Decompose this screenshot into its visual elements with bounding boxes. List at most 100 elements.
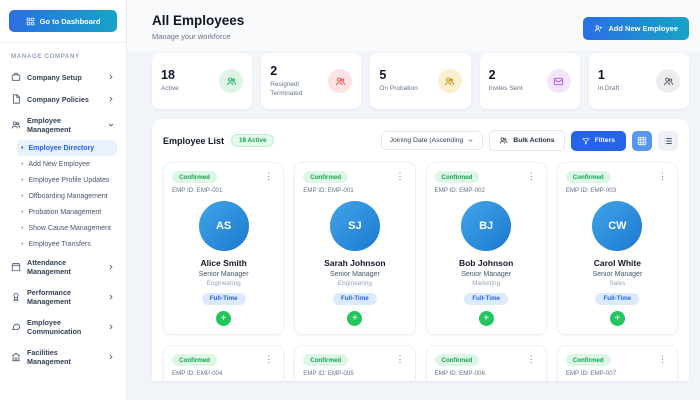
sidebar-subitem-label: Show Cause Management	[28, 224, 111, 232]
status-badge: Confirmed	[434, 354, 480, 366]
filters-button[interactable]: Filters	[570, 130, 626, 151]
stat-card-probation: 5 On Probation	[370, 53, 471, 109]
employee-id: EMP ID: EMP-007	[565, 370, 617, 377]
employee-department: Engineering	[206, 279, 241, 287]
bullet-icon: •	[21, 240, 24, 248]
grid-view-icon	[637, 136, 647, 145]
bullet-icon: •	[21, 160, 24, 168]
kebab-menu-icon[interactable]: ⋮	[658, 171, 667, 181]
sidebar-item-attendance-management[interactable]: Attendance Management	[9, 252, 117, 282]
employment-type-badge: Full-Time	[595, 292, 640, 305]
status-badge: Confirmed	[565, 354, 611, 366]
sidebar-item-offboarding-management[interactable]: • Offboarding Management	[17, 188, 117, 204]
bulk-actions-label: Bulk Actions	[513, 137, 555, 144]
people-icon	[437, 69, 462, 93]
employee-card: Confirmed ⋮ EMP ID: EMP-003 CW Carol Whi…	[556, 162, 678, 335]
employee-id: EMP ID: EMP-001	[172, 187, 223, 194]
sidebar-item-facilities-management[interactable]: Facilities Management	[9, 342, 117, 372]
sort-dropdown[interactable]: Joining Date (Ascending	[380, 131, 484, 150]
avatar: AS	[198, 201, 249, 251]
sidebar-section-label: MANAGE COMPANY	[11, 53, 80, 60]
people-icon	[656, 69, 681, 93]
page-title: All Employees	[152, 13, 245, 28]
active-count-badge: 18 Active	[231, 134, 275, 147]
kebab-menu-icon[interactable]: ⋮	[526, 171, 536, 181]
employee-cards-grid: Confirmed ⋮ EMP ID: EMP-001 AS Alice Smi…	[163, 162, 678, 381]
sidebar-item-label: Company Setup	[27, 72, 82, 82]
sidebar-item-employee-profile-updates[interactable]: • Employee Profile Updates	[17, 172, 117, 188]
employee-id: EMP ID: EMP-002	[434, 187, 485, 194]
go-to-dashboard-button[interactable]: Go to Dashboard	[9, 10, 117, 32]
sidebar-item-employee-directory[interactable]: • Employee Directory	[17, 140, 117, 156]
sidebar-item-performance-management[interactable]: Performance Management	[9, 282, 117, 312]
grid-view-button[interactable]	[632, 130, 652, 151]
funnel-icon	[581, 137, 590, 145]
sidebar-item-show-cause-management[interactable]: • Show Cause Management	[17, 220, 117, 236]
sidebar-subitem-label: Employee Directory	[28, 144, 95, 152]
page-header: All Employees Manage your workforce Add …	[127, 0, 700, 51]
avatar-initials: BJ	[479, 220, 494, 232]
sidebar-subitem-label: Employee Transfers	[28, 240, 91, 248]
add-action-button[interactable]: +	[216, 311, 232, 326]
sidebar-item-add-new-employee[interactable]: • Add New Employee	[17, 156, 117, 172]
briefcase-icon	[11, 72, 21, 82]
stat-card-active: 18 Active	[152, 53, 253, 109]
kebab-menu-icon[interactable]: ⋮	[395, 354, 405, 364]
sidebar-item-label: Employee Management	[27, 116, 71, 134]
kebab-menu-icon[interactable]: ⋮	[526, 354, 536, 364]
kebab-menu-icon[interactable]: ⋮	[264, 354, 274, 364]
award-icon	[11, 292, 21, 302]
sidebar-item-company-setup[interactable]: Company Setup	[9, 66, 117, 88]
bullet-icon: •	[21, 208, 24, 216]
bullet-icon: •	[21, 144, 24, 152]
add-action-button[interactable]: +	[347, 311, 363, 326]
add-action-button[interactable]: +	[478, 311, 494, 326]
status-badge: Confirmed	[434, 171, 480, 183]
list-view-button[interactable]	[658, 130, 678, 151]
employee-card: Confirmed ⋮ EMP ID: EMP-004 DG	[163, 345, 285, 381]
add-new-employee-button[interactable]: Add New Employee	[583, 17, 689, 40]
chevron-right-icon	[107, 293, 115, 301]
sidebar-item-employee-management[interactable]: Employee Management	[9, 110, 117, 140]
dashboard-button-label: Go to Dashboard	[39, 16, 101, 26]
kebab-menu-icon[interactable]: ⋮	[264, 171, 274, 181]
kebab-menu-icon[interactable]: ⋮	[658, 354, 667, 364]
employee-card: Confirmed ⋮ EMP ID: EMP-005 EB	[294, 345, 416, 381]
employee-name: Bob Johnson	[458, 258, 514, 268]
stat-value: 2	[488, 68, 496, 83]
kebab-menu-icon[interactable]: ⋮	[395, 171, 405, 181]
employee-department: Sales	[609, 279, 626, 287]
sidebar-item-employee-transfers[interactable]: • Employee Transfers	[17, 236, 117, 252]
status-badge: Confirmed	[303, 171, 349, 183]
add-action-button[interactable]: +	[609, 311, 625, 326]
avatar-initials: AS	[215, 220, 232, 232]
sidebar-subitem-label: Probation Management	[28, 208, 102, 216]
add-button-label: Add New Employee	[608, 24, 678, 33]
people-icon	[219, 69, 244, 93]
sidebar-item-employee-communication[interactable]: Employee Communication	[9, 312, 117, 342]
employee-role: Senior Manager	[198, 270, 249, 278]
employment-type-badge: Full-Time	[464, 292, 509, 305]
sidebar-item-probation-management[interactable]: • Probation Management	[17, 204, 117, 220]
stat-card-resigned: 2 Resigned/ Terminated	[261, 53, 362, 109]
calendar-icon	[11, 262, 21, 272]
stat-card-invites: 2 Invites Sent	[479, 53, 580, 109]
avatar: SJ	[329, 201, 380, 251]
bulk-actions-button[interactable]: Bulk Actions	[489, 130, 565, 151]
employee-name: Alice Smith	[200, 258, 247, 268]
employee-id: EMP ID: EMP-005	[303, 370, 354, 377]
chevron-down-icon	[468, 139, 473, 142]
list-view-icon	[664, 137, 672, 144]
person-plus-icon	[595, 25, 603, 32]
employee-card: Confirmed ⋮ EMP ID: EMP-006 FM	[425, 345, 547, 381]
stat-label: Invites Sent	[488, 85, 523, 93]
sidebar-subitem-label: Add New Employee	[28, 160, 90, 168]
people-icon	[11, 120, 21, 130]
bullet-icon: •	[21, 176, 24, 184]
sidebar-item-company-policies[interactable]: Company Policies	[9, 88, 117, 110]
status-badge: Confirmed	[172, 171, 217, 183]
chat-icon	[11, 322, 21, 332]
stat-label: On Probation	[379, 85, 418, 93]
divider	[0, 42, 126, 43]
sidebar: Go to Dashboard MANAGE COMPANY Company S…	[0, 0, 127, 400]
